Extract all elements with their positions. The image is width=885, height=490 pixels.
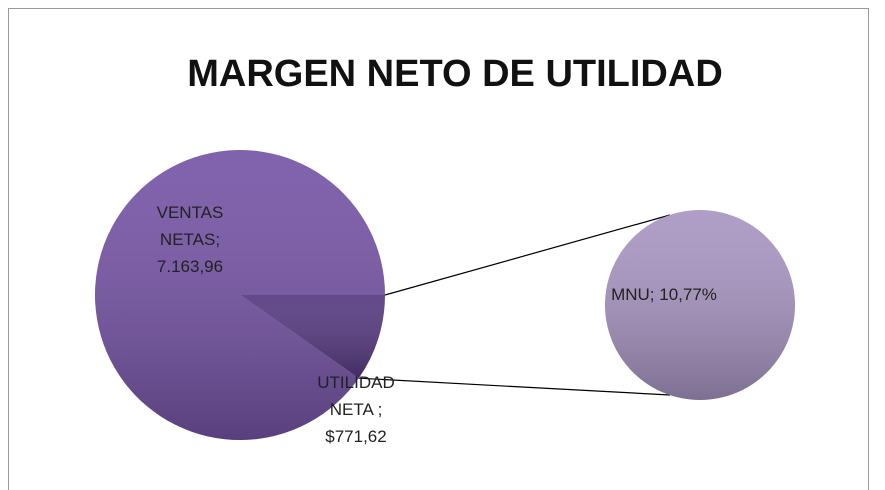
data-label: UTILIDAD NETA ; $771,62	[317, 373, 394, 446]
chart-title: MARGEN NETO DE UTILIDAD	[187, 53, 723, 95]
slice-shade	[95, 150, 386, 441]
connector-line	[384, 214, 671, 296]
slice-shade	[240, 295, 385, 379]
connector-line	[358, 377, 671, 396]
slice-shade	[605, 210, 795, 400]
data-label: MNU; 10,77%	[611, 285, 717, 304]
data-label: VENTAS NETAS; 7.163,96	[157, 203, 224, 276]
plot-area: VENTAS NETAS; 7.163,96 UTILIDAD NETA ; $771,6…	[95, 150, 795, 446]
